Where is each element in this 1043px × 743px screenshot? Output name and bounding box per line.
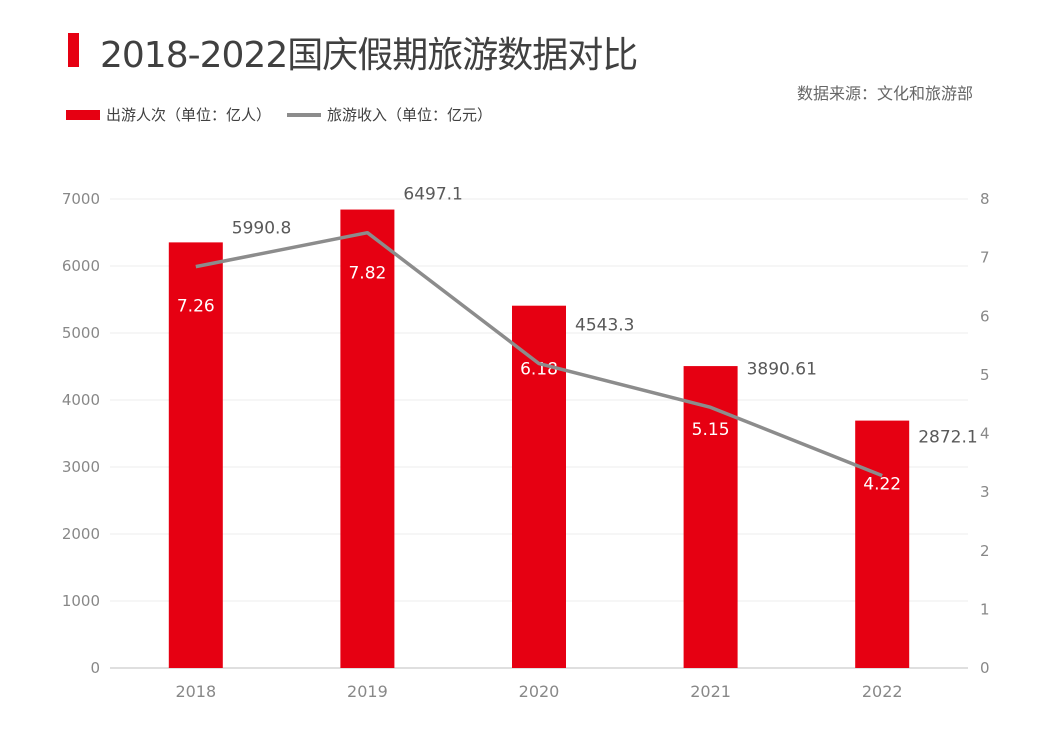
bar-data-label: 7.26 bbox=[177, 296, 215, 316]
left-tick-label: 1000 bbox=[62, 592, 100, 610]
legend-label-revenue: 旅游收入（单位：亿元） bbox=[327, 106, 493, 124]
left-tick-label: 4000 bbox=[62, 391, 100, 409]
bar bbox=[855, 420, 910, 668]
right-tick-label: 7 bbox=[980, 249, 990, 267]
right-tick-label: 2 bbox=[980, 542, 990, 560]
x-tick-label: 2018 bbox=[175, 682, 216, 701]
right-tick-label: 6 bbox=[980, 307, 990, 325]
bar bbox=[168, 242, 223, 668]
left-tick-label: 3000 bbox=[62, 458, 100, 476]
line-data-label: 5990.8 bbox=[232, 219, 291, 239]
chart-title: 2018-2022国庆假期旅游数据对比 bbox=[100, 35, 638, 76]
line-data-label: 4543.3 bbox=[575, 316, 634, 336]
title-accent-bar bbox=[68, 33, 79, 67]
data-source: 数据来源：文化和旅游部 bbox=[796, 84, 973, 103]
legend-label-visitors: 出游人次（单位：亿人） bbox=[106, 106, 272, 124]
revenue-line bbox=[195, 230, 883, 478]
right-tick-label: 1 bbox=[980, 600, 990, 618]
left-tick-label: 2000 bbox=[62, 525, 100, 543]
right-tick-label: 8 bbox=[980, 190, 990, 208]
left-tick-label: 0 bbox=[90, 659, 100, 677]
bar-data-label: 7.82 bbox=[348, 264, 386, 284]
x-tick-label: 2022 bbox=[862, 682, 903, 701]
bar bbox=[512, 305, 566, 668]
left-tick-label: 6000 bbox=[62, 257, 100, 275]
line-data-label: 3890.61 bbox=[747, 359, 817, 379]
right-tick-label: 3 bbox=[980, 483, 990, 501]
left-tick-label: 5000 bbox=[62, 324, 100, 342]
legend: 出游人次（单位：亿人） 旅游收入（单位：亿元） bbox=[66, 104, 492, 125]
legend-swatch-bar bbox=[66, 109, 100, 120]
line-data-label: 2872.1 bbox=[918, 428, 977, 448]
x-tick-label: 2019 bbox=[347, 682, 388, 701]
left-tick-label: 7000 bbox=[62, 190, 100, 208]
bar bbox=[340, 209, 395, 669]
right-tick-label: 5 bbox=[980, 366, 990, 384]
bar-data-label: 4.22 bbox=[863, 475, 901, 495]
right-tick-label: 0 bbox=[980, 659, 990, 677]
line-data-label: 6497.1 bbox=[403, 185, 462, 205]
bar bbox=[683, 366, 738, 668]
legend-swatch-line bbox=[287, 112, 322, 117]
x-tick-label: 2021 bbox=[690, 682, 731, 701]
x-tick-label: 2020 bbox=[519, 682, 560, 701]
bar-data-label: 5.15 bbox=[692, 420, 730, 440]
right-tick-label: 4 bbox=[980, 425, 990, 443]
